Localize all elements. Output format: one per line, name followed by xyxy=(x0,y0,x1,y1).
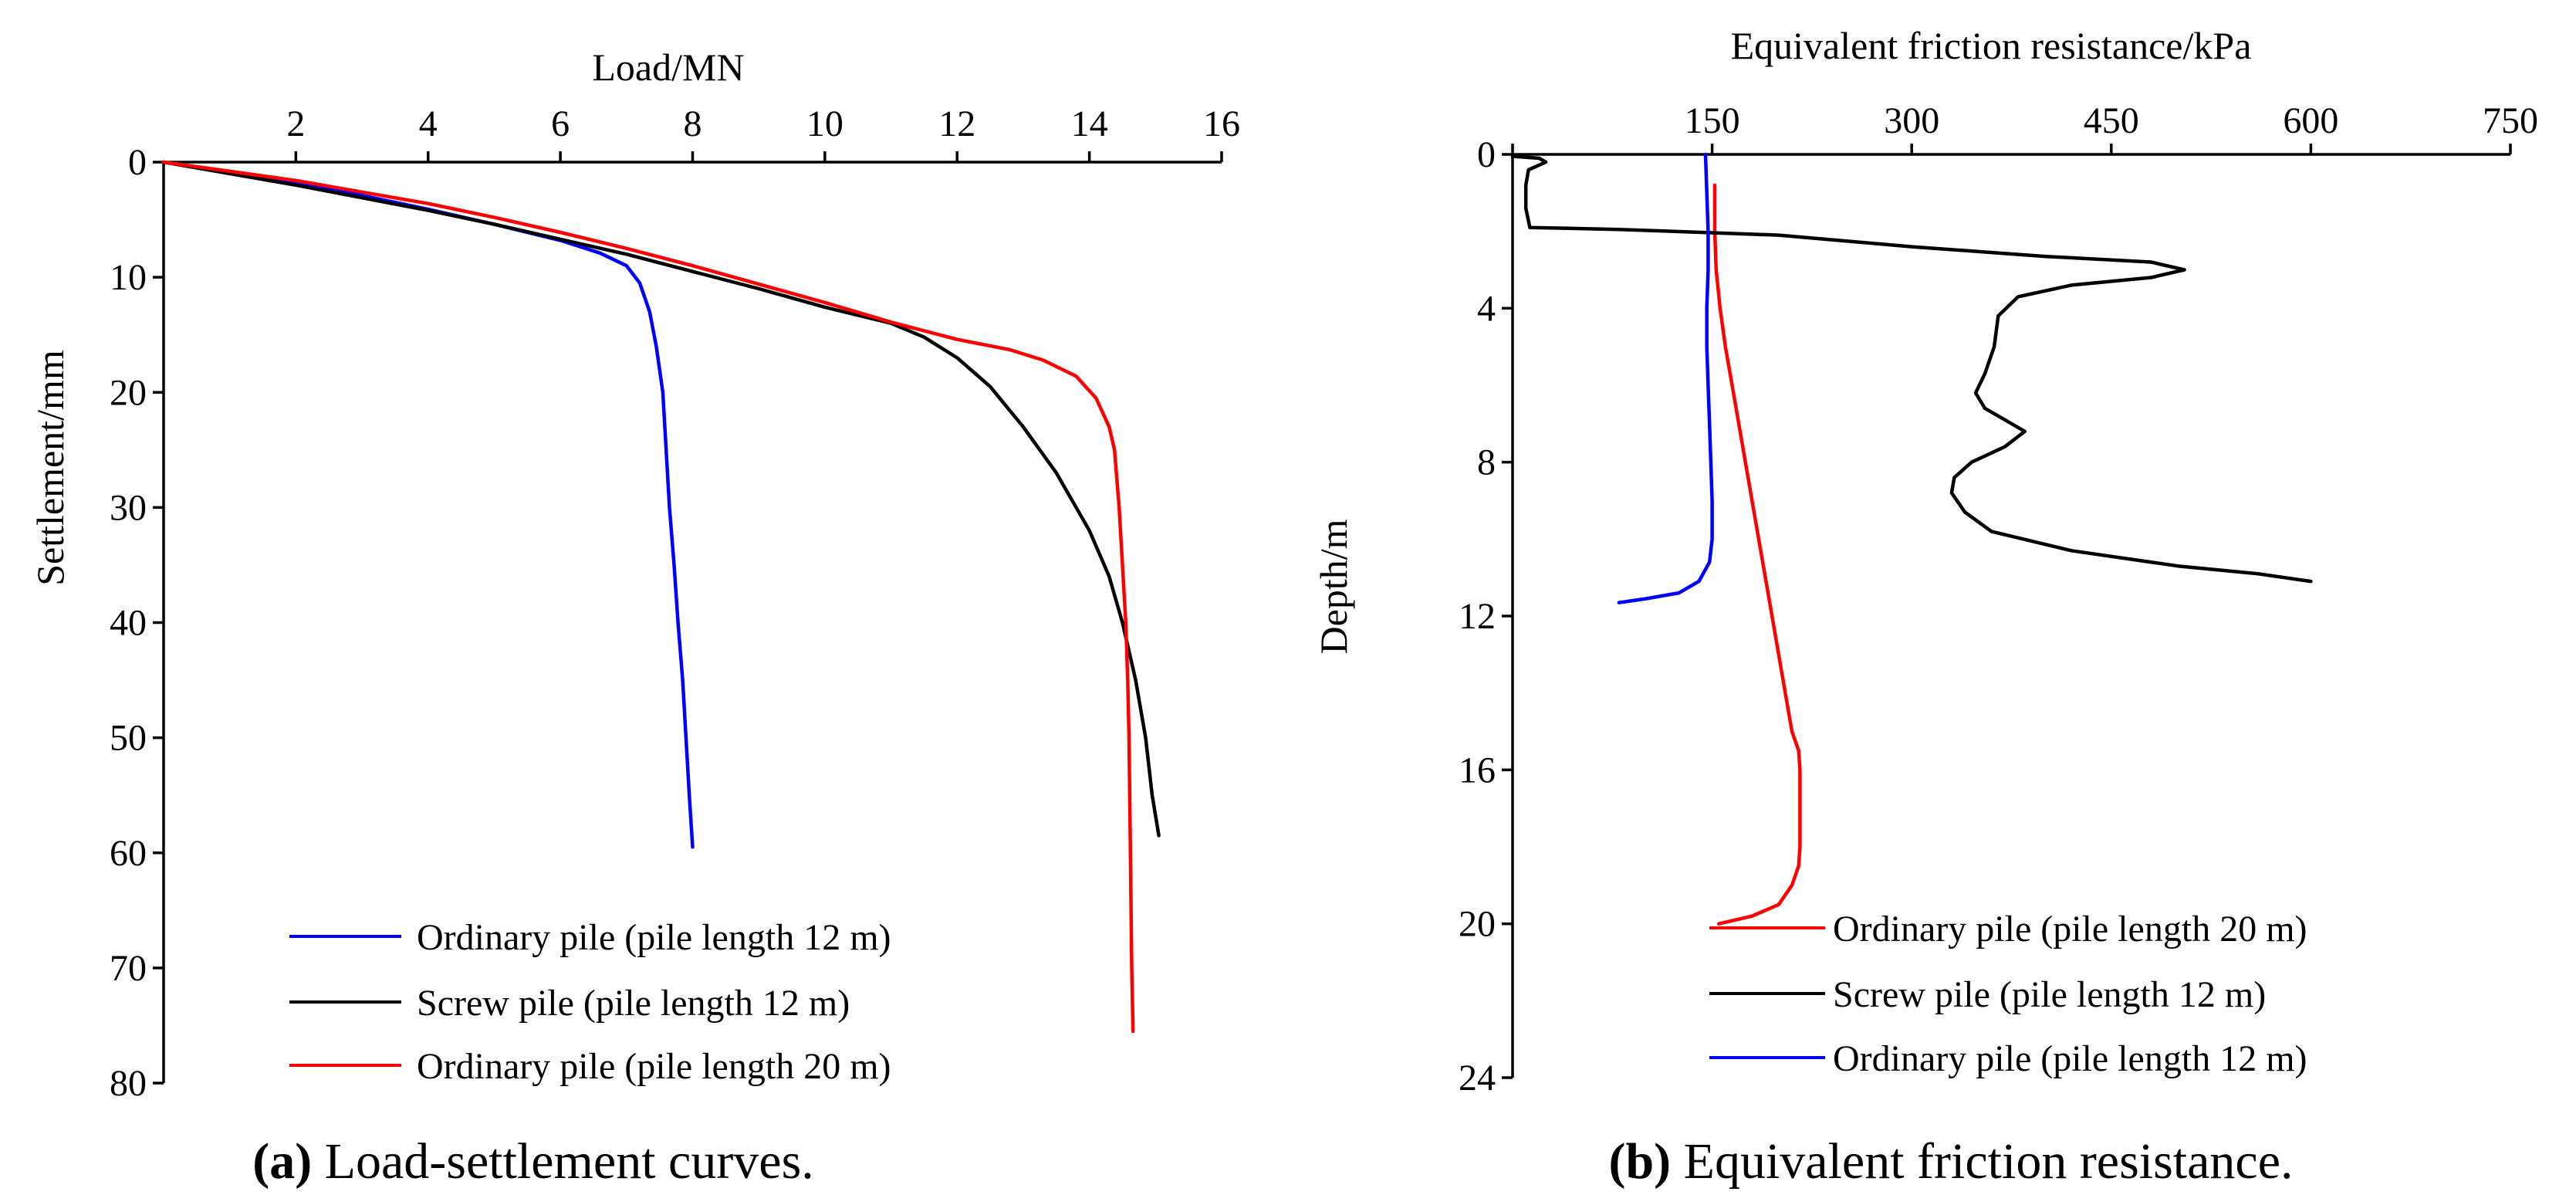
chart-b-legend: Ordinary pile (pile length 20 m) Screw p… xyxy=(1709,909,2307,1079)
chart-a-y-tick-label-7: 70 xyxy=(110,948,147,989)
chart-a-y-tick-label-4: 40 xyxy=(110,603,147,644)
chart-a-y-tick-label-5: 50 xyxy=(110,718,147,759)
chart-b-series-line-2 xyxy=(1510,154,2313,584)
chart-a-series-line-2 xyxy=(161,160,1161,838)
chart-b-y-tick-label-1: 4 xyxy=(1477,288,1496,329)
chart-b-x-tick-label-5: 750 xyxy=(2483,100,2538,141)
chart-a-x-tick-label-7: 16 xyxy=(1203,103,1240,144)
chart-panel-a: 2 4 6 8 10 12 14 16 0 10 20 30 40 50 60 70 80 Load/MN Se… xyxy=(29,46,1240,1190)
legend-b-label-2: Screw pile (pile length 12 m) xyxy=(1833,974,2266,1015)
chart-a-x-axis-title: Load/MN xyxy=(592,46,744,89)
chart-b-y-tick-label-0: 0 xyxy=(1477,134,1496,175)
chart-panel-b: 150 300 450 600 750 0 4 8 12 16 20 24 Equivalent fr… xyxy=(1312,24,2538,1190)
chart-a-x-tick-label-0: 2 xyxy=(286,103,305,144)
chart-b-caption-text: Equivalent friction resistance. xyxy=(1671,1133,2293,1190)
chart-b-y-tick-label-3: 12 xyxy=(1459,596,1496,637)
legend-b-label-3: Ordinary pile (pile length 12 m) xyxy=(1833,1038,2307,1079)
chart-a-y-tick-label-6: 60 xyxy=(110,833,147,874)
chart-a-y-tick-label-2: 20 xyxy=(110,372,147,413)
chart-b-x-tick-label-3: 450 xyxy=(2084,100,2139,141)
chart-b-y-axis-title: Depth/m xyxy=(1312,519,1355,654)
chart-b-x-tick-label-2: 300 xyxy=(1884,100,1939,141)
chart-a-caption: (a) Load-settlement curves. xyxy=(252,1133,814,1190)
chart-b-caption: (b) Equivalent friction resistance. xyxy=(1608,1133,2293,1190)
chart-a-caption-letter: (a) xyxy=(252,1133,312,1190)
chart-a-y-tick-label-1: 10 xyxy=(110,257,147,298)
chart-a-y-tick-label-3: 30 xyxy=(110,487,147,528)
chart-a-x-tick-label-3: 8 xyxy=(684,103,702,144)
chart-a-x-tick-label-1: 4 xyxy=(419,103,438,144)
chart-b-series-line-3 xyxy=(1617,152,1714,604)
chart-a-x-tick-label-6: 14 xyxy=(1071,103,1108,144)
chart-a-caption-text: Load-settlement curves. xyxy=(312,1133,814,1190)
chart-a-y-tick-label-8: 80 xyxy=(110,1063,147,1104)
legend-b-label-1: Ordinary pile (pile length 20 m) xyxy=(1833,909,2307,950)
chart-a-series-line-1 xyxy=(161,160,695,849)
chart-a-plot-area: 2 4 6 8 10 12 14 16 0 10 20 30 40 50 60 70 80 xyxy=(110,103,1240,1104)
chart-a-series-line-3 xyxy=(161,160,1135,1034)
chart-b-y-tick-label-2: 8 xyxy=(1477,442,1496,483)
legend-a-label-1: Ordinary pile (pile length 12 m) xyxy=(417,917,891,958)
chart-b-caption-letter: (b) xyxy=(1608,1133,1671,1190)
chart-a-y-axis-title: Settlement/mm xyxy=(29,350,72,586)
legend-a-label-2: Screw pile (pile length 12 m) xyxy=(417,983,850,1024)
chart-a-x-tick-label-5: 12 xyxy=(938,103,975,144)
chart-b-series-line-1 xyxy=(1712,183,1802,926)
chart-b-y-tick-label-6: 24 xyxy=(1459,1058,1496,1099)
chart-b-x-axis-title: Equivalent friction resistance/kPa xyxy=(1731,24,2252,67)
chart-a-x-tick-label-2: 6 xyxy=(551,103,570,144)
chart-b-x-tick-label-1: 150 xyxy=(1685,100,1740,141)
chart-b-plot-area: 150 300 450 600 750 0 4 8 12 16 20 24 xyxy=(1459,100,2538,1099)
chart-a-x-tick-label-4: 10 xyxy=(806,103,843,144)
chart-b-x-tick-label-4: 600 xyxy=(2283,100,2338,141)
legend-a-label-3: Ordinary pile (pile length 20 m) xyxy=(417,1046,891,1087)
chart-b-y-tick-label-4: 16 xyxy=(1459,750,1496,790)
chart-a-legend: Ordinary pile (pile length 12 m) Screw p… xyxy=(289,917,891,1087)
chart-a-y-tick-label-0: 0 xyxy=(128,142,147,183)
chart-b-y-tick-label-5: 20 xyxy=(1459,904,1496,945)
